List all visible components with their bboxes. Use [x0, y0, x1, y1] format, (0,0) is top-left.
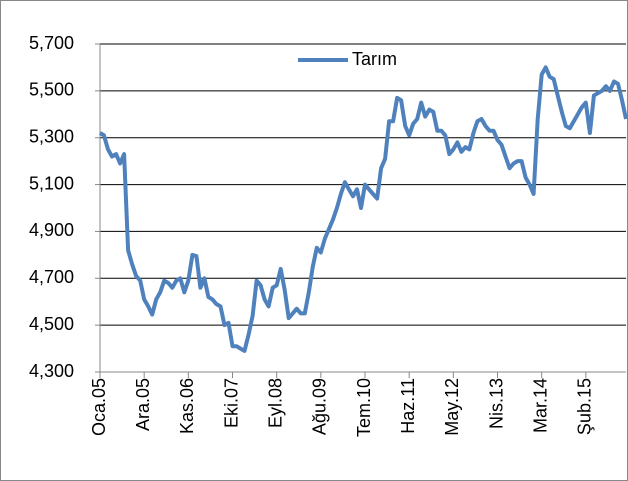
- x-tick-label: Oca.05: [89, 378, 109, 436]
- y-tick-label: 4,900: [29, 220, 74, 240]
- y-tick-label: 4,500: [29, 314, 74, 334]
- x-tick-label: May.12: [442, 378, 462, 436]
- x-tick-label: Ara.05: [133, 378, 153, 431]
- y-tick-label: 5,300: [29, 126, 74, 146]
- y-tick-label: 5,500: [29, 80, 74, 100]
- x-tick-label: Haz.11: [398, 378, 418, 434]
- y-tick-label: 5,100: [29, 173, 74, 193]
- x-tick-label: Mar.14: [530, 378, 550, 433]
- y-tick-label: 4,700: [29, 267, 74, 287]
- y-tick-label: 5,700: [29, 33, 74, 53]
- y-tick-label: 4,300: [29, 361, 74, 381]
- series-line: [98, 65, 628, 353]
- x-tick-label: Şub.15: [575, 378, 595, 435]
- x-tick-label: Nis.13: [486, 378, 506, 429]
- legend-label: Tarım: [352, 49, 397, 69]
- x-tick-label: Eyl.08: [265, 378, 285, 428]
- x-tick-label: Tem.10: [354, 378, 374, 437]
- x-tick-label: Eki.07: [221, 378, 241, 428]
- x-tick-label: Kas.06: [177, 378, 197, 434]
- x-tick-label: Ağu.09: [310, 378, 330, 435]
